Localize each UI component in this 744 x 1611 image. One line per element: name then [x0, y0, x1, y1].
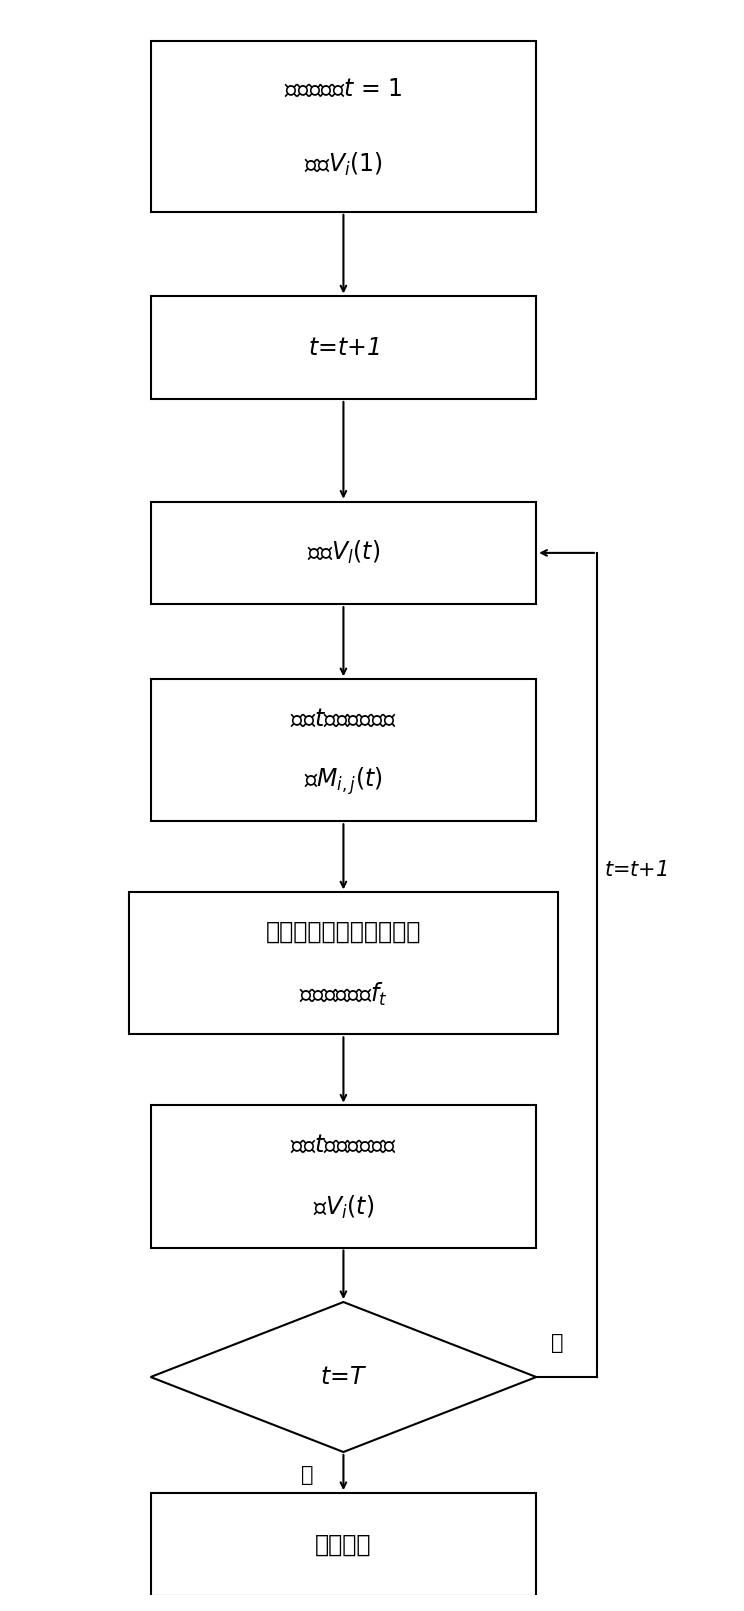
Text: 値$V_i$($t$): 値$V_i$($t$) — [312, 1194, 374, 1221]
Text: 计算$t$周期最终限速: 计算$t$周期最终限速 — [290, 1133, 397, 1157]
FancyBboxPatch shape — [129, 892, 558, 1034]
Text: 否: 否 — [551, 1334, 563, 1353]
Text: 计算$t$周期备选限速: 计算$t$周期备选限速 — [290, 707, 397, 731]
Text: $t$=$T$: $t$=$T$ — [320, 1365, 367, 1389]
Text: $t$=$t$+1: $t$=$t$+1 — [604, 860, 667, 880]
Polygon shape — [150, 1302, 536, 1452]
Text: 空间限速函数$f_t$: 空间限速函数$f_t$ — [299, 981, 388, 1008]
FancyBboxPatch shape — [150, 1105, 536, 1247]
Text: 是: 是 — [301, 1464, 314, 1485]
Text: 计算$V_l$($t$): 计算$V_l$($t$) — [307, 540, 380, 567]
FancyBboxPatch shape — [150, 680, 536, 822]
Text: 基于时间稳定性选择最优: 基于时间稳定性选择最优 — [266, 920, 421, 944]
FancyBboxPatch shape — [150, 501, 536, 604]
FancyBboxPatch shape — [150, 296, 536, 400]
Text: 结束限速: 结束限速 — [315, 1532, 372, 1556]
FancyBboxPatch shape — [150, 1493, 536, 1595]
Text: 値$M_{i,j}$($t$): 値$M_{i,j}$($t$) — [304, 765, 382, 797]
FancyBboxPatch shape — [150, 42, 536, 213]
Text: 计算$V_i$(1): 计算$V_i$(1) — [304, 150, 383, 177]
Text: $t$=$t$+1: $t$=$t$+1 — [308, 335, 379, 359]
Text: 开始，周期$t$ = 1: 开始，周期$t$ = 1 — [284, 77, 403, 101]
